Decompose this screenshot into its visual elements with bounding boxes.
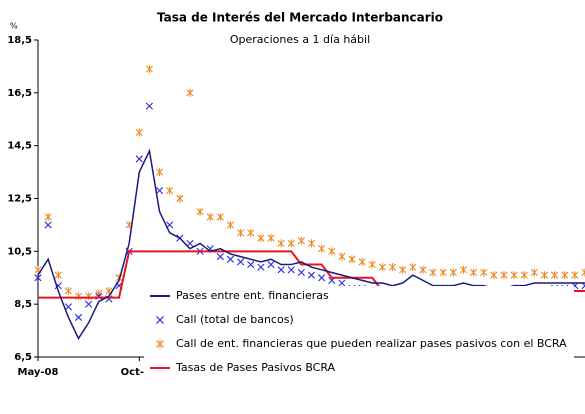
asterisk-marker [439, 268, 447, 277]
asterisk-marker [469, 268, 478, 277]
x-tick-label: May-08 [18, 367, 59, 378]
asterisk-marker [145, 65, 154, 74]
legend-label: Pases entre ent. financieras [176, 289, 329, 302]
x-marker [44, 221, 52, 229]
asterisk-marker [409, 263, 417, 272]
y-tick-label: 6,5 [14, 352, 32, 363]
x-marker [267, 260, 275, 269]
x-marker [135, 155, 143, 163]
asterisk-marker [399, 265, 407, 274]
asterisk-marker [510, 271, 518, 280]
asterisk-marker [155, 168, 164, 177]
asterisk-marker [287, 239, 295, 248]
asterisk-marker [135, 128, 143, 137]
asterisk-marker [530, 268, 538, 277]
asterisk-marker [449, 268, 457, 277]
asterisk-marker [54, 271, 62, 280]
asterisk-marker [216, 212, 224, 221]
chart-subtitle: Operaciones a 1 día hábil [230, 33, 370, 46]
y-axis-label: % [10, 22, 18, 31]
asterisk-marker [64, 286, 72, 295]
asterisk-marker [257, 234, 265, 243]
asterisk-marker [267, 234, 275, 243]
x-marker [155, 186, 164, 195]
chart-title: Tasa de Interés del Mercado Interbancari… [157, 11, 443, 25]
asterisk-marker [368, 260, 376, 269]
x-marker [307, 271, 316, 279]
legend-label: Tasas de Pases Pasivos BCRA [175, 361, 336, 374]
asterisk-marker [85, 292, 93, 301]
asterisk-marker [44, 212, 52, 221]
asterisk-marker [378, 263, 386, 272]
asterisk-marker [237, 228, 245, 237]
asterisk-marker [307, 239, 316, 248]
y-tick-label: 8,5 [14, 299, 32, 310]
asterisk-marker [318, 244, 326, 253]
asterisk-marker [429, 268, 437, 277]
asterisk-marker [247, 228, 255, 237]
legend-swatch [156, 316, 164, 324]
asterisk-marker [348, 255, 356, 264]
x-marker [257, 263, 265, 271]
x-marker [247, 260, 255, 269]
asterisk-marker [459, 265, 468, 274]
asterisk-marker [74, 292, 83, 301]
asterisk-marker [186, 88, 194, 97]
asterisk-marker [561, 271, 569, 280]
x-marker [297, 268, 305, 277]
asterisk-marker [419, 265, 427, 274]
legend-label: Call de ent. financieras que pueden real… [176, 337, 567, 350]
y-tick-label: 18,5 [7, 35, 32, 46]
x-marker [237, 258, 245, 266]
asterisk-marker [520, 271, 528, 280]
asterisk-marker [388, 263, 397, 272]
x-marker [74, 313, 83, 321]
asterisk-marker [500, 271, 508, 280]
x-marker [34, 274, 42, 282]
y-tick-label: 14,5 [7, 141, 32, 152]
asterisk-marker [581, 268, 585, 277]
legend-label: Call (total de bancos) [176, 313, 294, 326]
asterisk-marker [338, 252, 346, 261]
x-marker [145, 102, 154, 110]
x-marker [287, 266, 295, 274]
legend-box [144, 286, 574, 378]
asterisk-marker [206, 212, 214, 221]
x-marker [277, 266, 285, 274]
asterisk-marker [226, 220, 235, 229]
asterisk-marker [540, 271, 549, 280]
y-tick-label: 16,5 [7, 88, 32, 99]
asterisk-marker [551, 271, 559, 280]
y-tick-label: 10,5 [7, 246, 32, 257]
x-marker [216, 253, 224, 261]
asterisk-marker [328, 247, 336, 256]
asterisk-marker [297, 236, 305, 245]
x-marker [338, 279, 346, 287]
x-marker [64, 303, 72, 311]
y-tick-label: 12,5 [7, 194, 32, 205]
asterisk-marker [490, 271, 498, 280]
asterisk-marker [176, 194, 184, 203]
asterisk-marker [196, 207, 204, 216]
legend-swatch [156, 339, 164, 349]
x-marker [226, 255, 235, 263]
asterisk-marker [571, 271, 579, 280]
x-marker [318, 274, 326, 282]
asterisk-marker [166, 186, 174, 195]
x-marker [85, 300, 93, 308]
x-tick-label: Oct-08 [121, 367, 158, 378]
asterisk-marker [480, 268, 488, 277]
asterisk-marker [358, 257, 366, 266]
asterisk-marker [277, 239, 285, 248]
